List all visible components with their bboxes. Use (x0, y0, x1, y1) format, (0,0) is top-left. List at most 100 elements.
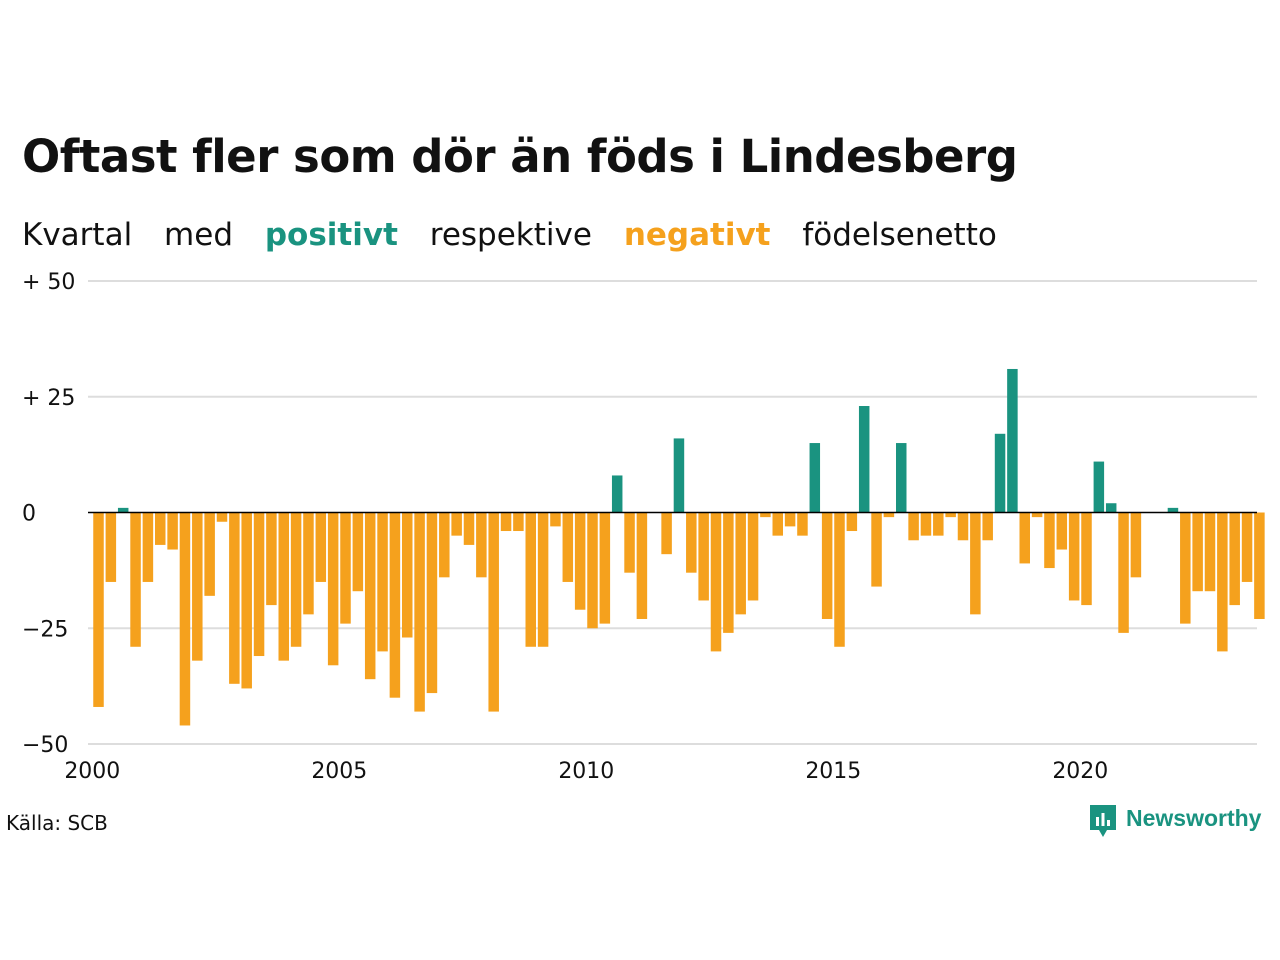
bar (537, 512, 549, 647)
bar (599, 512, 611, 624)
bar (278, 512, 289, 661)
bar (426, 512, 438, 694)
bar (883, 512, 895, 518)
bar (216, 512, 228, 522)
x-tick-label: 2010 (558, 759, 614, 784)
bar (1180, 512, 1191, 624)
bar (1254, 512, 1265, 619)
bar (303, 512, 314, 615)
bar (908, 512, 919, 541)
bar (1192, 512, 1203, 592)
bar (1007, 368, 1018, 513)
y-tick-label: + 50 (22, 270, 75, 295)
bar (1241, 512, 1253, 582)
bar (760, 512, 771, 518)
bar (352, 512, 364, 592)
bar (488, 512, 499, 712)
bar (1229, 512, 1240, 606)
subtitle-positive-label: positivt (264, 217, 398, 253)
bar (562, 512, 574, 582)
brand-logo: Newsworthy (1088, 803, 1262, 837)
bar (402, 512, 413, 638)
bar (846, 512, 858, 532)
bar (970, 512, 981, 615)
bar (476, 512, 487, 578)
bar (550, 512, 561, 527)
bar (920, 512, 932, 536)
subtitle-negative-label: negativt (623, 217, 771, 253)
bar (686, 512, 697, 573)
bar (1204, 512, 1216, 592)
bar (377, 512, 388, 652)
bar (1031, 512, 1043, 518)
bar (414, 512, 425, 712)
bar (994, 433, 1006, 513)
bar (1056, 512, 1068, 550)
bar (933, 512, 944, 536)
bar (587, 512, 598, 629)
bar (858, 406, 870, 513)
chart-title: Oftast fler som dör än föds i Lindesberg (22, 130, 1018, 183)
bar (1093, 461, 1105, 513)
bar (1118, 512, 1129, 633)
subtitle-word: födelsenetto (802, 217, 997, 253)
bar (945, 512, 956, 518)
bar (117, 507, 129, 513)
bar (797, 512, 808, 536)
y-tick-label: −25 (22, 617, 68, 642)
bar (266, 512, 277, 606)
y-tick-label: −50 (22, 733, 68, 758)
bar (1081, 512, 1092, 606)
bar (229, 512, 240, 684)
x-tick-label: 2000 (64, 759, 120, 784)
bar (1068, 512, 1080, 601)
bar (747, 512, 759, 601)
chart-subtitle: Kvartal med positivt respektive negativt… (22, 217, 1019, 253)
bar (723, 512, 734, 633)
bar (784, 512, 796, 527)
bar (982, 512, 993, 541)
x-tick-label: 2020 (1052, 759, 1108, 784)
bar (624, 512, 635, 573)
bar (451, 512, 462, 536)
bar (1167, 507, 1179, 513)
bar (834, 512, 845, 647)
bar (1105, 503, 1117, 513)
brand-name: Newsworthy (1126, 804, 1262, 831)
bar (105, 512, 117, 582)
bar (871, 512, 882, 587)
bar (896, 443, 907, 513)
bar (772, 512, 783, 536)
bar (389, 512, 401, 698)
bar (636, 512, 648, 619)
bar (364, 512, 376, 680)
bar (315, 512, 327, 582)
bar (1044, 512, 1055, 569)
bar (142, 512, 154, 582)
bar (167, 512, 178, 550)
newsworthy-logo-icon (1088, 803, 1118, 837)
bar (192, 512, 203, 661)
bar (957, 512, 969, 541)
bar (241, 512, 252, 689)
bar (130, 512, 141, 647)
bar (463, 512, 475, 545)
bar (155, 512, 166, 545)
bar (179, 512, 191, 726)
bar (513, 512, 524, 532)
bar (204, 512, 215, 596)
bar (661, 512, 672, 555)
bar (1130, 512, 1142, 578)
bar (327, 512, 339, 666)
bar (340, 512, 351, 624)
bar (1217, 512, 1228, 652)
subtitle-word: med (164, 217, 233, 253)
bar (439, 512, 450, 578)
bar (290, 512, 302, 647)
y-tick-label: + 25 (22, 386, 75, 411)
bar (93, 512, 104, 707)
subtitle-word: respektive (429, 217, 592, 253)
bar (525, 512, 536, 647)
bar (1019, 512, 1030, 564)
